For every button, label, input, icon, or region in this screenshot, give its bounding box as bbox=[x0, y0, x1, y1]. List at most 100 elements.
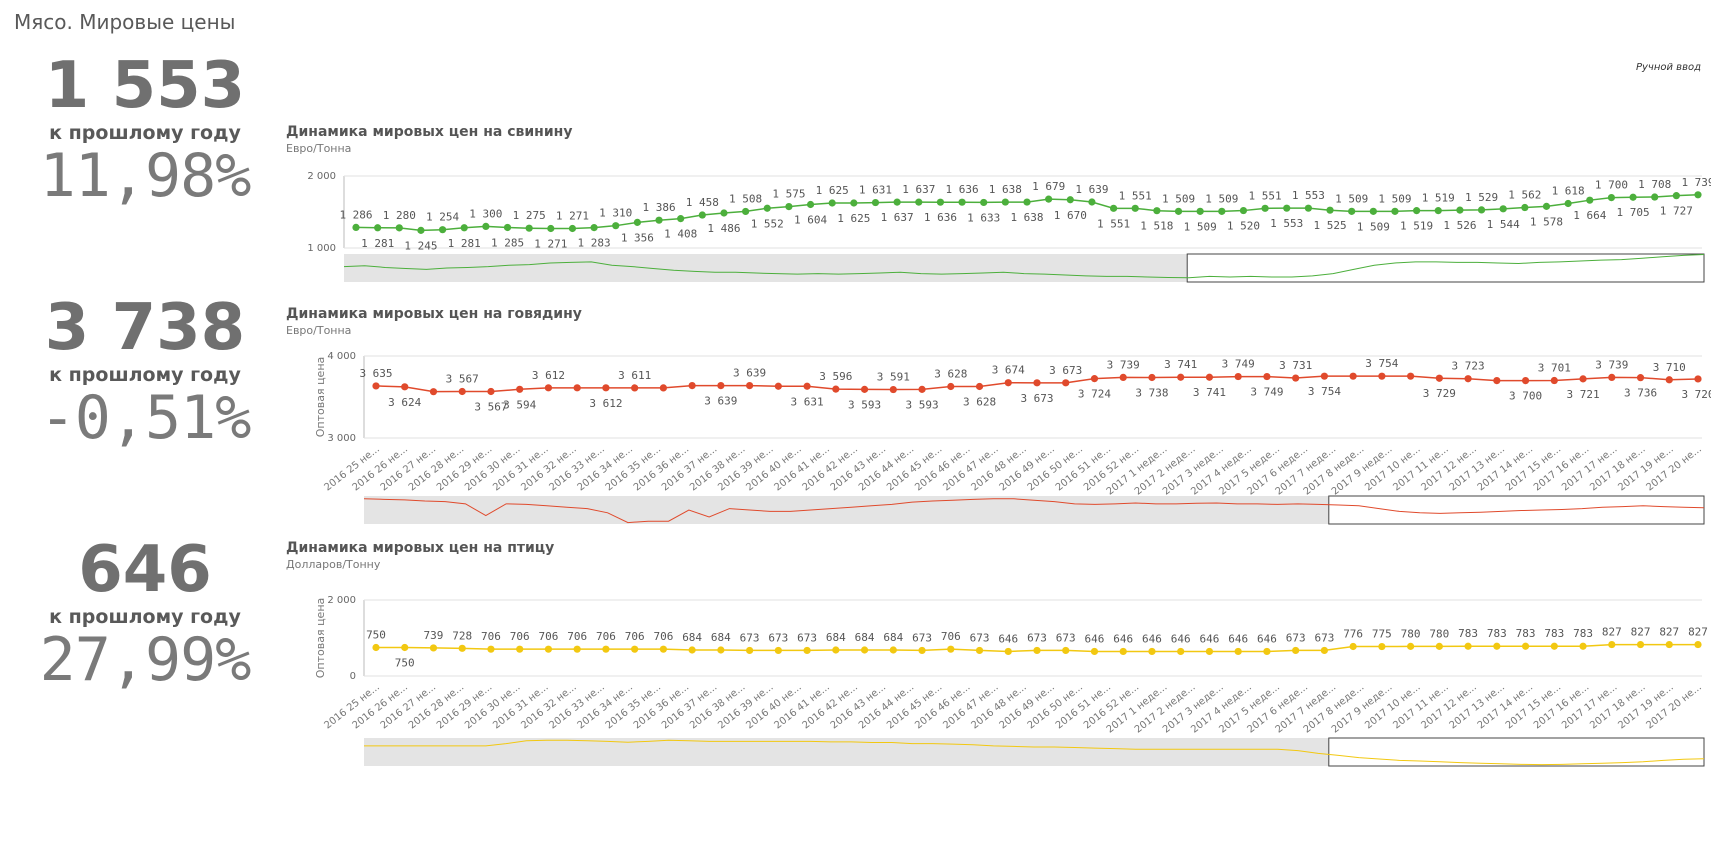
data-label: 3 736 bbox=[1624, 387, 1657, 400]
data-point bbox=[1636, 640, 1645, 649]
data-label: 673 bbox=[740, 631, 760, 644]
y-tick-label: 4 000 bbox=[327, 351, 356, 362]
data-point bbox=[401, 383, 409, 391]
data-point bbox=[1023, 198, 1031, 206]
data-label: 739 bbox=[424, 629, 444, 642]
data-label: 783 bbox=[1544, 627, 1564, 640]
data-point bbox=[1586, 196, 1594, 204]
data-label: 706 bbox=[538, 630, 558, 643]
data-label: 3 593 bbox=[905, 398, 938, 411]
data-point bbox=[1665, 640, 1673, 649]
data-label: 3 701 bbox=[1538, 362, 1571, 375]
data-label: 3 639 bbox=[704, 395, 737, 408]
data-point bbox=[918, 385, 926, 393]
data-label: 3 567 bbox=[474, 401, 507, 414]
chart-subtitle: Евро/Тонна bbox=[286, 142, 351, 155]
data-label: 706 bbox=[653, 630, 673, 643]
data-label: 1 727 bbox=[1660, 205, 1693, 218]
data-point bbox=[525, 224, 533, 232]
data-point bbox=[1283, 204, 1291, 212]
data-point bbox=[503, 223, 512, 232]
data-label: 3 673 bbox=[1049, 364, 1082, 377]
kpi-label: к прошлому году bbox=[49, 364, 241, 386]
data-label: 3 639 bbox=[733, 367, 766, 380]
kpi-label: к прошлому году bbox=[49, 606, 241, 628]
data-label: 3 673 bbox=[1020, 392, 1053, 405]
data-point bbox=[1304, 204, 1312, 212]
data-point bbox=[936, 198, 945, 206]
data-point bbox=[1550, 642, 1558, 650]
data-point bbox=[1177, 373, 1185, 381]
data-label: 1 625 bbox=[816, 184, 849, 197]
data-point bbox=[631, 384, 639, 392]
data-point bbox=[860, 385, 869, 393]
data-label: 706 bbox=[510, 630, 530, 643]
data-point bbox=[1131, 204, 1139, 212]
data-point bbox=[1320, 372, 1328, 380]
overview-line bbox=[364, 739, 1705, 766]
data-point bbox=[1607, 194, 1616, 202]
data-point bbox=[1564, 199, 1572, 208]
kpi-value: 1 553 bbox=[44, 49, 246, 123]
poultry-price-chart[interactable]: Динамика мировых цен на птицу Долларов/То… bbox=[286, 540, 1708, 846]
data-label: 3 720 bbox=[1681, 388, 1711, 401]
overview-line bbox=[343, 254, 1705, 279]
data-point bbox=[1261, 204, 1269, 212]
overview-line bbox=[363, 498, 1705, 524]
data-label: 1 408 bbox=[664, 228, 697, 241]
data-label: 646 bbox=[1085, 632, 1105, 645]
kpi-pork[interactable]: 1 553 к прошлому году 11,98% bbox=[20, 54, 270, 208]
y-axis-label: Оптовая цена bbox=[314, 598, 327, 679]
data-label: 1 705 bbox=[1617, 206, 1650, 219]
data-label: 1 281 bbox=[361, 237, 394, 250]
data-label: 1 631 bbox=[859, 184, 892, 197]
data-label: 3 611 bbox=[618, 369, 651, 382]
data-label: 1 636 bbox=[924, 211, 957, 224]
data-point bbox=[568, 224, 577, 233]
data-label: 1 575 bbox=[772, 188, 805, 201]
data-label: 3 710 bbox=[1653, 361, 1686, 374]
kpi-beef[interactable]: 3 738 к прошлому году -0,51% bbox=[20, 296, 270, 450]
data-point bbox=[947, 645, 955, 653]
data-point bbox=[1378, 372, 1386, 380]
data-label: 1 283 bbox=[578, 237, 611, 250]
data-point bbox=[1435, 374, 1443, 382]
kpi-poultry[interactable]: 646 к прошлому году 27,99% bbox=[20, 538, 270, 692]
pork-price-chart[interactable]: Динамика мировых цен на свинину Евро/Тонн… bbox=[286, 118, 1711, 308]
data-point bbox=[1608, 640, 1616, 649]
data-point bbox=[915, 198, 923, 206]
data-label: 1 254 bbox=[426, 211, 459, 224]
data-label: 1 633 bbox=[967, 211, 1000, 224]
data-point bbox=[688, 646, 696, 654]
data-point bbox=[832, 646, 840, 654]
data-label: 3 591 bbox=[877, 371, 910, 384]
data-point bbox=[860, 646, 869, 654]
overview-window bbox=[1328, 737, 1705, 767]
data-label: 783 bbox=[1516, 627, 1536, 640]
data-point bbox=[1045, 195, 1053, 203]
data-point bbox=[1062, 646, 1070, 655]
data-label: 750 bbox=[366, 629, 386, 642]
data-label: 1 578 bbox=[1530, 215, 1563, 228]
beef-price-chart[interactable]: Динамика мировых цен на говядину Евро/Тон… bbox=[286, 306, 1711, 578]
data-point bbox=[1205, 647, 1214, 656]
data-point bbox=[487, 645, 495, 653]
data-label: 646 bbox=[1113, 632, 1133, 645]
data-label: 780 bbox=[1401, 627, 1421, 640]
data-label: 3 624 bbox=[388, 396, 421, 409]
data-label: 1 486 bbox=[707, 222, 740, 235]
data-point bbox=[429, 388, 438, 396]
sheet-title: Мясо. Мировые цены bbox=[14, 10, 236, 34]
overview-window bbox=[1328, 495, 1705, 525]
data-point bbox=[1694, 640, 1702, 649]
data-label: 3 741 bbox=[1193, 386, 1226, 399]
data-point bbox=[547, 224, 555, 233]
data-label: 783 bbox=[1458, 627, 1478, 640]
data-point bbox=[659, 384, 667, 392]
data-point bbox=[1174, 207, 1183, 215]
data-label: 1 275 bbox=[513, 209, 546, 222]
data-point bbox=[1651, 193, 1659, 201]
kpi-change: 11,98% bbox=[39, 141, 252, 211]
kpi-change: 27,99% bbox=[39, 625, 252, 695]
data-label: 646 bbox=[1199, 632, 1219, 645]
